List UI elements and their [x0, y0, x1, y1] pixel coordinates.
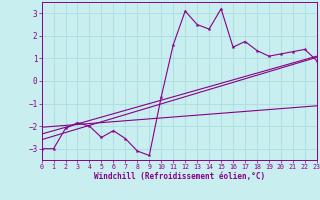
X-axis label: Windchill (Refroidissement éolien,°C): Windchill (Refroidissement éolien,°C)	[94, 172, 265, 181]
